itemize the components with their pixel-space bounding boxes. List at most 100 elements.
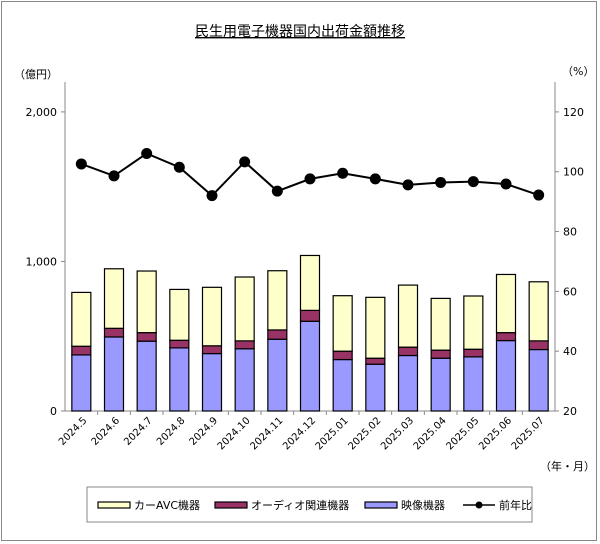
bar-segment: [463, 348, 484, 358]
legend-point-swatch: [475, 501, 483, 509]
line-point: [239, 156, 251, 168]
bar-segment: [365, 363, 386, 412]
y-tick-label: 1,000: [26, 255, 58, 268]
bar-segment: [103, 336, 125, 412]
line-point: [402, 179, 414, 191]
bar-segment: [528, 348, 549, 412]
legend-label: 前年比: [499, 498, 532, 512]
bar-segment: [332, 295, 353, 352]
bar-segment: [463, 295, 484, 350]
bar-segment: [267, 338, 288, 412]
x-tick-label: 2024.9: [188, 415, 221, 448]
bar-segment: [71, 291, 92, 347]
bar-segment: [299, 309, 321, 322]
legend-label: 映像機器: [401, 498, 445, 512]
line-point: [337, 167, 349, 179]
bar-segment: [169, 339, 190, 349]
bar-segment: [234, 348, 255, 412]
y-axis-label: （億円）: [14, 68, 58, 81]
x-tick-label: 2025.05: [444, 415, 481, 452]
bar-segment: [299, 320, 321, 412]
y2-tick-label: 120: [563, 106, 584, 119]
bar-segment: [234, 340, 255, 350]
bar-segment: [267, 270, 288, 331]
line-point: [304, 173, 316, 185]
bar-segment: [397, 284, 419, 348]
x-tick-label: 2025.02: [346, 415, 383, 452]
bar-segment: [397, 354, 419, 412]
chart-title: 民生用電子機器国内出荷金額推移: [195, 24, 405, 40]
bar-segment: [103, 268, 125, 329]
y2-tick-label: 20: [563, 405, 577, 418]
bar-segment: [332, 350, 353, 361]
legend-swatch: [364, 501, 398, 509]
line-point: [173, 161, 185, 173]
bar-segment: [103, 327, 125, 338]
y2-tick-label: 80: [563, 226, 577, 239]
line-point: [108, 170, 120, 182]
x-tick-label: 2024.12: [281, 415, 318, 452]
legend-box: [86, 486, 533, 523]
bar-segment: [430, 349, 451, 359]
x-tick-label: 2024.8: [155, 415, 188, 448]
legend-label: オーディオ関連機器: [251, 498, 349, 512]
x-tick-label: 2025.06: [477, 415, 514, 452]
bar-segment: [201, 345, 223, 355]
bar-segment: [430, 297, 451, 351]
y-tick-label: 0: [50, 405, 57, 418]
y-tick-label: 2,000: [26, 106, 58, 119]
line-point: [75, 158, 87, 170]
x-tick-label: 2025.04: [412, 415, 449, 452]
bar-segment: [430, 357, 451, 412]
bar-segment: [136, 270, 157, 334]
x-tick-label: 2024.5: [57, 415, 90, 448]
x-tick-label: 2025.03: [379, 415, 416, 452]
line-point: [271, 185, 283, 197]
bar-segment: [365, 296, 386, 359]
bar-segment: [528, 340, 549, 351]
legend-label: カーAVC機器: [134, 498, 200, 512]
line-point: [435, 176, 447, 188]
x-tick-label: 2024.10: [216, 415, 253, 452]
bar-segment: [136, 332, 157, 342]
bar-segment: [495, 273, 517, 334]
legend-swatch: [97, 501, 131, 509]
line-point: [467, 176, 479, 188]
bar-segment: [71, 354, 92, 412]
bar-segment: [495, 339, 517, 412]
bar-segment: [169, 347, 190, 412]
bar-segment: [463, 356, 484, 412]
bar-segment: [267, 329, 288, 340]
bar-segment: [528, 281, 549, 342]
bar-segment: [299, 254, 321, 311]
line-point: [141, 147, 153, 159]
line-point: [206, 190, 218, 202]
line-point: [500, 178, 512, 190]
bar-segment: [136, 340, 157, 412]
y2-tick-label: 60: [563, 285, 577, 298]
x-tick-label: 2024.6: [90, 415, 123, 448]
x-tick-label: 2025.07: [510, 415, 547, 452]
bar-segment: [365, 357, 386, 365]
y2-axis-label: （%）: [562, 65, 594, 78]
line-point: [533, 189, 545, 201]
x-axis-label: （年・月）: [540, 459, 595, 473]
line-point: [369, 173, 381, 185]
legend: カーAVC機器 オーディオ関連機器 映像機器 前年比: [86, 486, 533, 523]
bar-segment: [201, 352, 223, 412]
bar-segment: [234, 276, 255, 342]
x-tick-label: 2025.01: [314, 415, 351, 452]
bar-segment: [495, 332, 517, 342]
legend-swatch: [214, 501, 248, 509]
x-tick-label: 2024.11: [248, 415, 285, 452]
y2-tick-label: 40: [563, 345, 577, 358]
x-tick-label: 2024.7: [122, 415, 155, 448]
y2-tick-label: 100: [563, 166, 584, 179]
bar-segment: [201, 286, 223, 347]
bar-segment: [332, 358, 353, 412]
bar-segment: [169, 288, 190, 341]
bar-segment: [71, 345, 92, 356]
bar-segment: [397, 346, 419, 357]
